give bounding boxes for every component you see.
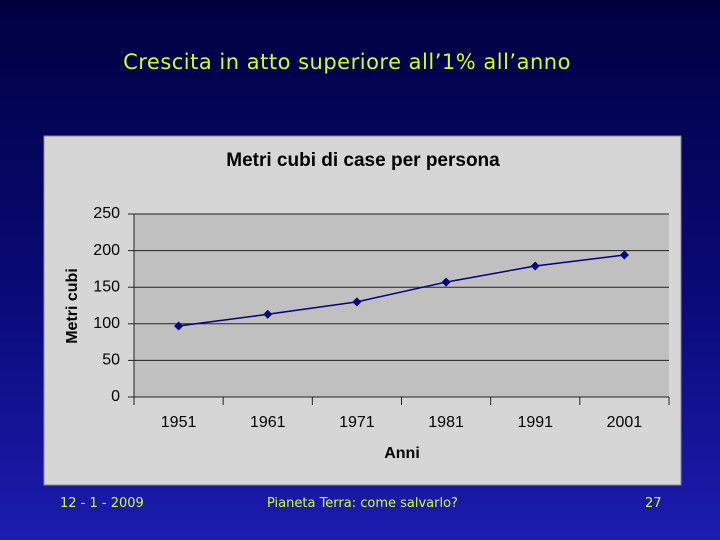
y-tick-label: 50: [102, 352, 120, 369]
point-marker: [352, 297, 362, 307]
y-axis-label: Metri cubi: [64, 268, 81, 344]
series-line: [178, 254, 625, 327]
chart-title: Metri cubi di case per persona: [226, 150, 500, 171]
footer-center: Pianeta Terra: come salvarlo?: [267, 496, 458, 511]
y-tick-label: 0: [111, 388, 120, 405]
point-marker: [174, 321, 184, 331]
y-tick-label: 200: [93, 242, 120, 259]
x-tick-label: 1961: [250, 414, 286, 431]
point-marker: [441, 277, 451, 287]
y-tick-label: 150: [93, 278, 120, 295]
point-marker: [263, 309, 273, 319]
point-marker: [530, 261, 540, 271]
x-tick-label: 1991: [517, 414, 553, 431]
x-tick-label: 2001: [607, 414, 643, 431]
footer-page: 27: [645, 496, 662, 511]
plot-area: [134, 214, 669, 397]
point-marker: [619, 250, 629, 260]
y-tick-label: 100: [93, 315, 120, 332]
x-tick-label: 1951: [161, 414, 197, 431]
footer-date: 12 - 1 - 2009: [60, 496, 144, 511]
x-tick-label: 1981: [428, 414, 464, 431]
y-tick-label: 250: [93, 205, 120, 222]
x-tick-label: 1971: [339, 414, 375, 431]
x-axis-label: Anni: [384, 445, 420, 462]
slide-title: Crescita in atto superiore all’1% all’an…: [123, 50, 571, 74]
